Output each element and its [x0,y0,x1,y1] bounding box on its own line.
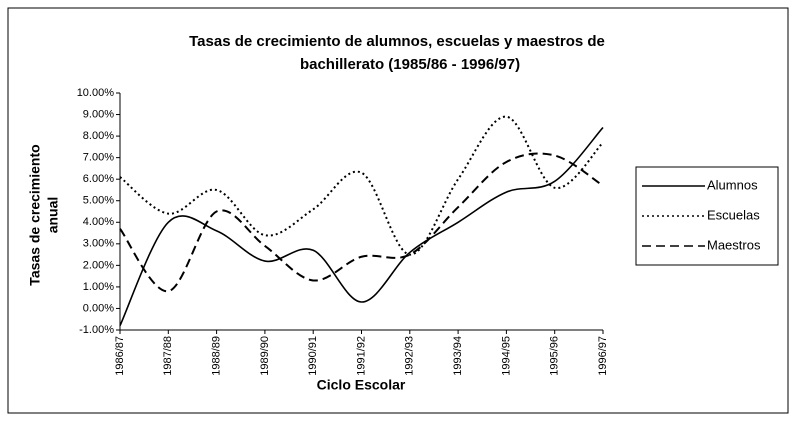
y-tick-label: 9.00% [83,108,114,120]
y-tick-label: -1.00% [79,324,114,336]
series-line [119,152,604,293]
y-tick-label: 2.00% [83,259,114,271]
y-tick-label: 3.00% [83,238,114,250]
x-tick-label: 1986/87 [114,336,126,376]
x-tick-label: 1992/93 [404,336,416,376]
y-axis-label: Tasas de crecimiento [27,144,43,285]
series-line [119,115,604,256]
series-line [119,126,604,327]
y-axis-label: anual [45,197,61,234]
y-tick-label: 10.00% [77,87,115,99]
legend [635,166,779,266]
y-tick-label: 5.00% [83,195,114,207]
y-tick-label: 4.00% [83,216,114,228]
y-tick-label: 0.00% [83,302,114,314]
chart-title: bachillerato (1985/86 - 1996/97) [300,56,520,73]
frame [7,7,789,414]
chart-title: Tasas de crecimiento de alumnos, escuela… [189,33,605,50]
x-tick-label: 1990/91 [307,336,319,376]
y-tick-label: 6.00% [83,173,114,185]
x-axis-label: Ciclo Escolar [317,377,406,393]
x-tick-label: 1988/89 [211,336,223,376]
x-tick-label: 1995/96 [549,336,561,376]
legend-label: Alumnos [707,177,758,192]
y-tick-label: 7.00% [83,152,114,164]
x-tick-label: 1989/90 [259,336,271,376]
x-tick-label: 1987/88 [162,336,174,376]
legend-label: Maestros [707,237,761,252]
x-tick-label: 1991/92 [355,336,367,376]
y-tick-label: 8.00% [83,130,114,142]
x-tick-label: 1993/94 [452,336,464,376]
x-tick-label: 1996/97 [597,336,609,376]
legend-label: Escuelas [707,207,760,222]
y-tick-label: 1.00% [83,281,114,293]
x-tick-label: 1994/95 [500,336,512,376]
